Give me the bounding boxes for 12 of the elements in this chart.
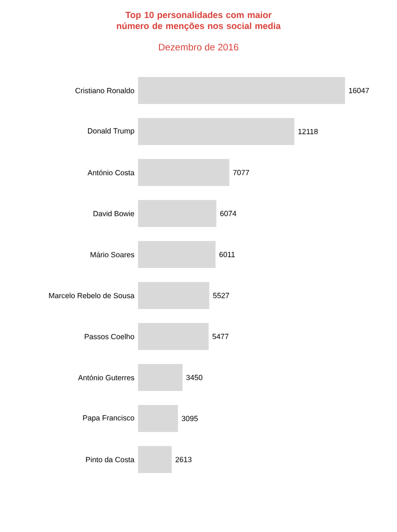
bar [138, 446, 172, 474]
bar [138, 405, 178, 432]
bar [138, 77, 345, 104]
bar [138, 282, 210, 310]
bar [138, 323, 209, 350]
bar [138, 118, 294, 146]
bar [138, 200, 216, 228]
bar [138, 241, 216, 268]
chart-title: Top 10 personalidades com maior número de menções nos social media [116, 12, 281, 31]
bar [138, 364, 183, 392]
chart-subtitle: Dezembro de 2016 [159, 44, 238, 50]
bar [138, 159, 230, 186]
